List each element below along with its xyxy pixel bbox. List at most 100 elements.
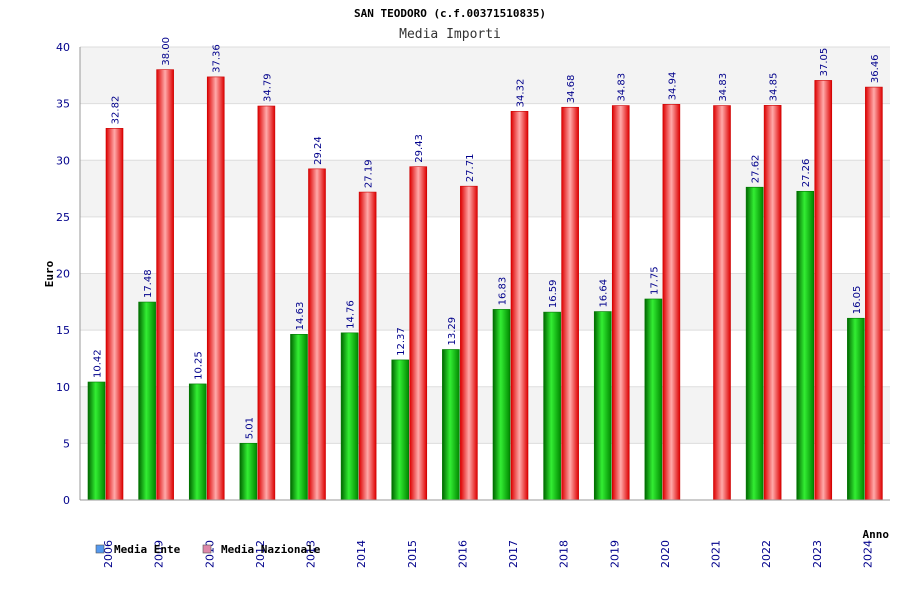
bar-media-nazionale-2023 <box>814 80 833 501</box>
data-label: 29.43 <box>414 134 425 163</box>
bar-media-nazionale-2020 <box>662 104 681 501</box>
data-label: 34.83 <box>718 73 729 102</box>
legend-swatch-media-ente <box>95 544 105 554</box>
x-tick-label: 2016 <box>456 540 469 568</box>
bar-media-nazionale-2014 <box>358 191 377 501</box>
data-label: 5.01 <box>244 417 255 439</box>
data-label: 13.29 <box>447 317 458 346</box>
x-tick-label: 2023 <box>811 540 824 568</box>
chart-title: SAN TEODORO (c.f.00371510835) <box>354 7 546 20</box>
bars <box>87 69 883 501</box>
x-tick-label: 2009 <box>153 540 166 568</box>
legend-swatch-media-nazionale <box>202 544 212 554</box>
data-label: 16.64 <box>599 279 610 308</box>
bar-media-ente-2014 <box>340 332 359 501</box>
bar-media-nazionale-2019 <box>611 105 630 501</box>
x-tick-label: 2022 <box>760 540 773 568</box>
bar-media-nazionale-2018 <box>561 106 579 501</box>
data-label: 17.75 <box>649 266 660 295</box>
data-label: 16.83 <box>498 277 509 306</box>
x-axis-ticks: 2006 2009 2010 2012 2013 2014 2015 2016 2017 2018… <box>102 540 874 568</box>
data-label: 27.26 <box>801 159 812 188</box>
x-tick-label: 2019 <box>608 540 621 568</box>
bar-media-ente-2023 <box>796 190 815 501</box>
bar-media-ente-2016 <box>442 349 460 501</box>
x-tick-label: 2013 <box>305 540 318 568</box>
x-tick-label: 2010 <box>203 540 216 568</box>
bar-media-ente-2013 <box>290 334 308 501</box>
legend: Media Ente Media Nazionale <box>95 543 321 556</box>
legend-label-media-ente: Media Ente <box>114 543 181 556</box>
chart-subtitle: Media Importi <box>399 27 501 42</box>
x-tick-label: 2024 <box>861 540 874 568</box>
y-tick-label: 40 <box>56 41 70 54</box>
bar-labels: 10.42 32.82 17.48 38.00 10.25 37.36 5.01 34.79 1… <box>93 37 881 439</box>
y-tick-label: 20 <box>56 268 70 281</box>
y-tick-label: 15 <box>56 324 70 337</box>
bar-media-ente-2017 <box>492 309 511 501</box>
x-tick-label: 2012 <box>254 540 267 568</box>
x-tick-label: 2020 <box>659 540 672 568</box>
y-tick-label: 10 <box>56 381 70 394</box>
data-label: 34.85 <box>769 73 780 102</box>
bar-media-nazionale-2016 <box>460 185 478 501</box>
bar-media-nazionale-2009 <box>156 69 174 501</box>
bar-media-ente-2006 <box>87 381 106 501</box>
y-tick-label: 30 <box>56 154 70 167</box>
legend-label-media-nazionale: Media Nazionale <box>221 543 321 556</box>
x-tick-label: 2006 <box>102 540 115 568</box>
y-tick-label: 5 <box>63 437 70 450</box>
x-tick-label: 2021 <box>710 540 723 568</box>
y-axis-ticks: 0 5 10 15 20 25 30 35 40 <box>56 41 70 507</box>
bar-media-ente-2022 <box>745 186 764 501</box>
x-tick-label: 2015 <box>406 540 419 568</box>
data-label: 16.05 <box>852 286 863 315</box>
data-label: 29.24 <box>313 136 324 165</box>
data-label: 27.19 <box>364 159 375 188</box>
y-tick-label: 25 <box>56 211 70 224</box>
data-label: 14.63 <box>295 302 306 331</box>
data-label: 34.94 <box>667 72 678 101</box>
bar-media-ente-2009 <box>138 301 156 501</box>
bar-media-ente-2020 <box>644 298 663 501</box>
bar-media-nazionale-2021 <box>713 105 731 501</box>
bar-media-ente-2019 <box>593 311 612 501</box>
data-label: 16.59 <box>548 279 559 308</box>
bar-media-nazionale-2017 <box>510 111 529 501</box>
bar-media-nazionale-2012 <box>257 105 276 501</box>
data-label: 36.46 <box>870 54 881 83</box>
bar-media-nazionale-2024 <box>865 86 883 501</box>
data-label: 17.48 <box>143 269 154 298</box>
bar-media-ente-2015 <box>391 359 410 501</box>
y-axis-label: Euro <box>43 260 56 287</box>
bar-media-nazionale-2006 <box>105 128 124 501</box>
data-label: 12.37 <box>396 327 407 356</box>
data-label: 38.00 <box>161 37 172 66</box>
y-tick-label: 0 <box>63 494 70 507</box>
data-label: 14.76 <box>346 300 357 329</box>
x-tick-label: 2018 <box>558 540 571 568</box>
x-axis-label: Anno <box>863 528 890 541</box>
bar-media-nazionale-2010 <box>206 76 225 501</box>
bar-media-nazionale-2013 <box>308 168 326 501</box>
data-label: 37.05 <box>819 48 830 77</box>
bar-media-nazionale-2022 <box>763 105 782 501</box>
data-label: 34.32 <box>516 79 527 108</box>
x-tick-label: 2017 <box>507 540 520 568</box>
bar-media-nazionale-2015 <box>409 166 428 501</box>
data-label: 10.25 <box>194 351 205 380</box>
data-label: 27.62 <box>751 155 762 184</box>
y-tick-label: 35 <box>56 98 70 111</box>
bar-media-ente-2018 <box>543 311 561 501</box>
bar-media-ente-2024 <box>847 317 865 501</box>
bar-media-ente-2010 <box>188 383 207 501</box>
bar-media-ente-2012 <box>239 442 258 501</box>
data-label: 37.36 <box>212 44 223 73</box>
x-tick-label: 2014 <box>355 540 368 568</box>
data-label: 34.79 <box>262 73 273 102</box>
data-label: 27.71 <box>465 154 476 183</box>
data-label: 34.83 <box>617 73 628 102</box>
data-label: 32.82 <box>111 96 122 125</box>
data-label: 10.42 <box>93 349 104 378</box>
